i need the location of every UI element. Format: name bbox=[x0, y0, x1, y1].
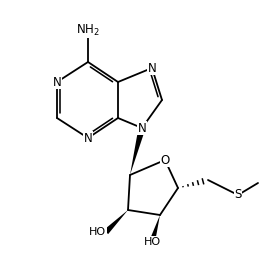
Text: N: N bbox=[84, 131, 92, 144]
Text: O: O bbox=[160, 154, 170, 167]
Text: N: N bbox=[53, 76, 61, 89]
Text: NH$_2$: NH$_2$ bbox=[76, 22, 100, 38]
Text: N: N bbox=[148, 62, 156, 75]
Polygon shape bbox=[104, 210, 128, 234]
Polygon shape bbox=[130, 127, 145, 175]
Text: HO: HO bbox=[89, 227, 106, 237]
Text: N: N bbox=[138, 122, 146, 134]
Polygon shape bbox=[149, 215, 160, 243]
Text: S: S bbox=[234, 188, 242, 201]
Text: HO: HO bbox=[143, 237, 161, 247]
